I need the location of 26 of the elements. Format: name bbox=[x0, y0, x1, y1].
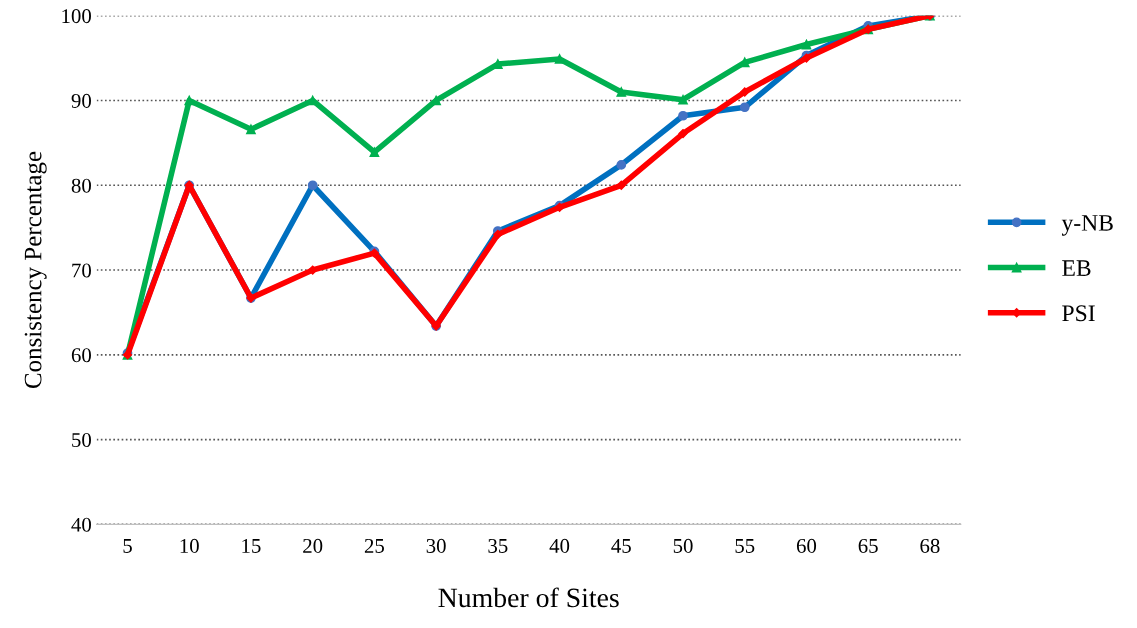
y-tick-label: 40 bbox=[71, 517, 91, 532]
y-tick-label: 70 bbox=[72, 263, 91, 278]
y-tick-label: 100 bbox=[62, 9, 91, 24]
x-tick-label: 65 bbox=[858, 538, 878, 553]
y-tick-label: 90 bbox=[71, 93, 91, 108]
legend-label: EB bbox=[1062, 260, 1091, 276]
x-tick-label: 5 bbox=[123, 539, 132, 553]
x-tick-label: 35 bbox=[488, 538, 508, 553]
y-tick-label: 80 bbox=[71, 178, 91, 193]
x-tick-label: 25 bbox=[364, 538, 384, 553]
legend-label: y-NB bbox=[1061, 215, 1113, 236]
x-tick-label: 15 bbox=[242, 538, 261, 553]
x-tick-label: 55 bbox=[735, 539, 755, 553]
x-tick-label: 68 bbox=[920, 538, 940, 553]
x-tick-label: 20 bbox=[303, 538, 323, 553]
x-tick-label: 45 bbox=[611, 539, 631, 553]
x-tick-label: 50 bbox=[673, 538, 693, 553]
y-tick-label: 50 bbox=[72, 432, 91, 448]
x-tick-label: 30 bbox=[426, 538, 446, 553]
legend-label: PSI bbox=[1062, 305, 1095, 322]
y-tick-label: 60 bbox=[71, 348, 91, 363]
x-axis-title: Number of Sites bbox=[438, 587, 619, 608]
x-tick-label: 60 bbox=[796, 538, 817, 553]
y-axis-title: Consistency Percentage bbox=[24, 151, 47, 389]
x-tick-label: 10 bbox=[180, 538, 199, 553]
x-tick-label: 40 bbox=[549, 538, 570, 553]
